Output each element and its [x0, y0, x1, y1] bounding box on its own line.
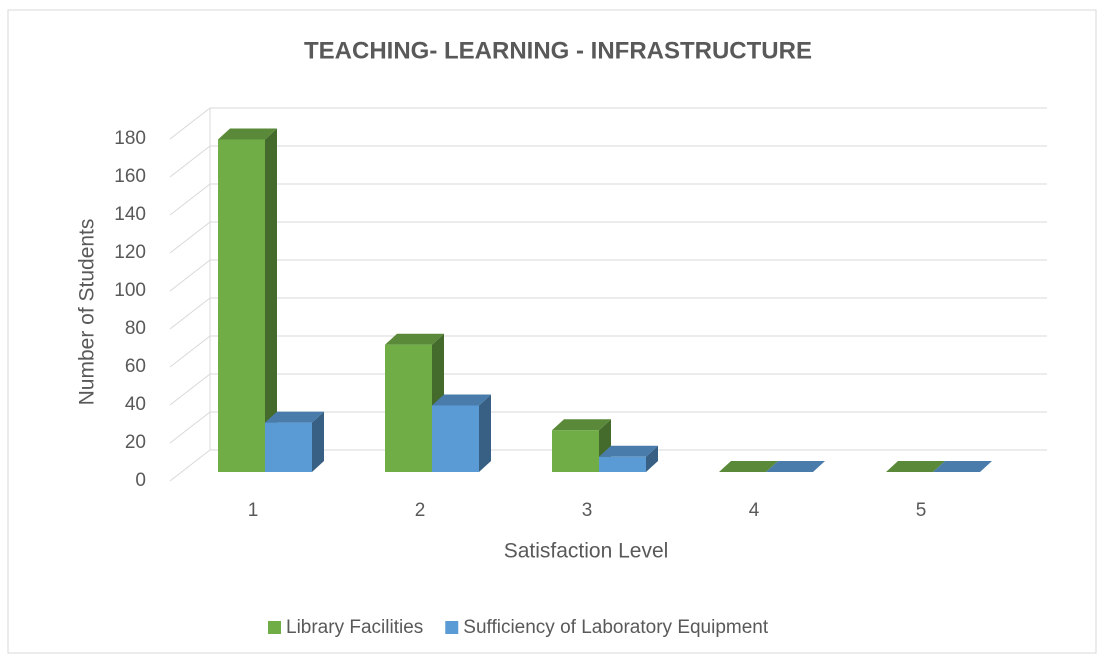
legend-swatch: [268, 621, 281, 634]
grid-line-side: [169, 373, 211, 406]
grid-line-side: [169, 183, 211, 216]
bar-face: [218, 139, 265, 472]
bar-face: [432, 405, 479, 472]
bar-face: [886, 461, 945, 472]
bar-face: [385, 333, 444, 345]
bar-face: [599, 456, 646, 472]
bar-face: [265, 411, 324, 423]
bar-face: [312, 411, 324, 472]
bar: [552, 419, 611, 472]
bar-face: [599, 445, 658, 457]
bar-face: [479, 394, 491, 472]
x-tick-label: 1: [248, 500, 259, 521]
grid-line-side: [169, 107, 211, 140]
bar-face: [265, 128, 277, 472]
grid-line-side: [169, 221, 211, 254]
grid-line-side: [169, 297, 211, 330]
y-tick-label: 20: [125, 432, 146, 453]
bar: [719, 461, 778, 472]
bar: [933, 461, 992, 472]
bar-face: [265, 422, 312, 472]
bar-face: [719, 461, 778, 472]
grid-line-side: [169, 449, 211, 482]
y-axis-title: Number of Students: [76, 219, 99, 406]
bar: [218, 128, 277, 472]
x-axis-title: Satisfaction Level: [504, 540, 669, 563]
y-tick-label: 60: [125, 356, 146, 377]
bar-face: [552, 419, 611, 431]
bar-face: [766, 461, 825, 472]
grid-line-side: [169, 145, 211, 178]
grid-line-side: [169, 259, 211, 292]
chart-border: [7, 9, 1097, 654]
x-tick-label: 2: [415, 500, 426, 521]
legend-label: Sufficiency of Laboratory Equipment: [463, 617, 769, 638]
chart-title: TEACHING- LEARNING - INFRASTRUCTURE: [304, 37, 812, 64]
bar: [265, 411, 324, 472]
x-tick-label: 5: [916, 500, 927, 521]
y-tick-label: 40: [125, 394, 146, 415]
bar-face: [432, 394, 491, 406]
bar-face: [933, 461, 992, 472]
bar: [599, 445, 658, 472]
x-tick-label: 4: [749, 500, 760, 521]
bar: [766, 461, 825, 472]
y-tick-label: 140: [114, 204, 146, 225]
y-tick-label: 100: [114, 280, 146, 301]
y-tick-label: 80: [125, 318, 146, 339]
bar: [886, 461, 945, 472]
legend-label: Library Facilities: [286, 617, 423, 638]
y-tick-label: 180: [114, 128, 146, 149]
bar-face: [552, 430, 599, 472]
bar: [432, 394, 491, 472]
grid-line-side: [169, 411, 211, 444]
x-tick-label: 3: [582, 500, 593, 521]
y-tick-label: 120: [114, 242, 146, 263]
grid-line-side: [169, 335, 211, 368]
legend-swatch: [445, 621, 459, 634]
bar-face: [646, 445, 658, 472]
y-tick-label: 0: [135, 470, 146, 491]
y-tick-label: 160: [114, 166, 146, 187]
bar-face: [218, 128, 277, 140]
bar-face: [385, 344, 432, 472]
